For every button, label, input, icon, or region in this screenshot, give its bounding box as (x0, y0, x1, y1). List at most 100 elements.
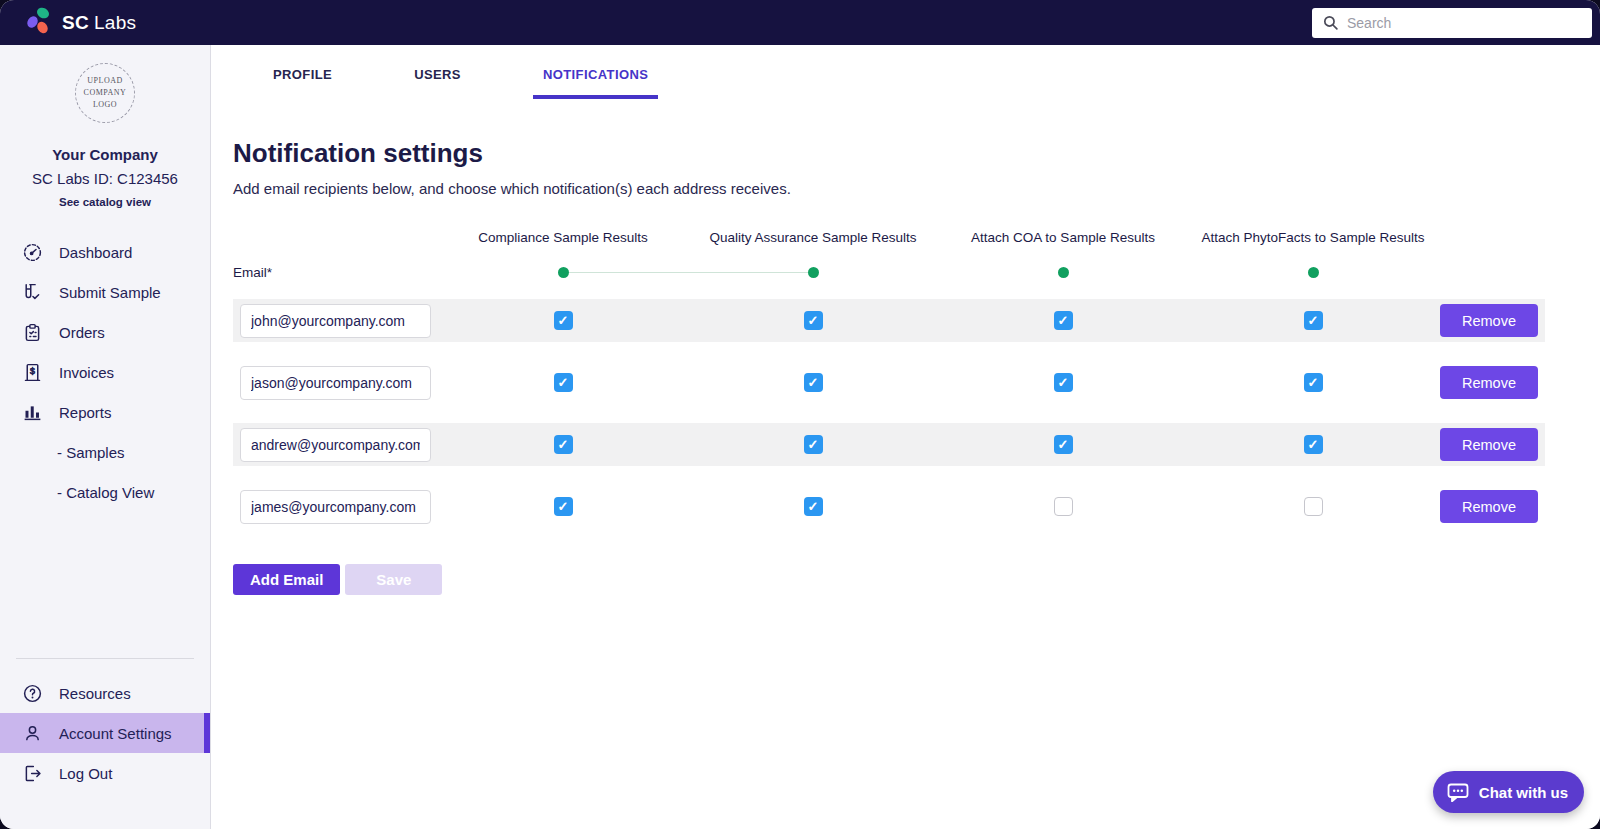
remove-button[interactable]: Remove (1440, 490, 1538, 523)
notification-checkbox[interactable] (1304, 497, 1323, 516)
search-box[interactable] (1312, 8, 1592, 38)
sidebar-item-label: Resources (59, 685, 131, 702)
sidebar-item-log-out[interactable]: Log Out (0, 753, 210, 793)
sidebar-item-label: Orders (59, 324, 105, 341)
column-header: Quality Assurance Sample Results (688, 230, 938, 259)
invoices-icon: $ (22, 362, 43, 383)
svg-text:$: $ (30, 365, 35, 375)
email-row: Remove (233, 299, 1545, 342)
upload-company-logo-label: UPLOAD COMPANY LOGO (82, 75, 128, 111)
sidebar-item-label: Reports (59, 404, 112, 421)
email-input[interactable] (240, 366, 431, 400)
remove-button[interactable]: Remove (1440, 428, 1538, 461)
company-id: SC Labs ID: C123456 (0, 170, 210, 187)
add-email-button[interactable]: Add Email (233, 564, 340, 595)
notification-checkbox[interactable] (1054, 373, 1073, 392)
email-row: Remove (233, 423, 1545, 466)
notification-checkbox[interactable] (554, 497, 573, 516)
notification-table: Compliance Sample Results Quality Assura… (233, 230, 1545, 595)
toggle-all-dot[interactable] (1058, 267, 1069, 278)
email-row: Remove (233, 361, 1545, 404)
sidebar-item-label: Account Settings (59, 725, 172, 742)
sidebar-item-catalog-view[interactable]: - Catalog View (0, 472, 210, 512)
upload-company-logo-button[interactable]: UPLOAD COMPANY LOGO (75, 63, 135, 123)
see-catalog-view-link[interactable]: See catalog view (0, 196, 210, 208)
sidebar-item-invoices[interactable]: $ Invoices (0, 352, 210, 392)
remove-button[interactable]: Remove (1440, 366, 1538, 399)
notification-checkbox[interactable] (804, 435, 823, 454)
sidebar-item-dashboard[interactable]: Dashboard (0, 232, 210, 272)
toggle-all-dot[interactable] (558, 267, 569, 278)
submit-sample-icon (22, 282, 43, 303)
sidebar-divider (16, 658, 194, 659)
table-actions: Add Email Save (233, 564, 1545, 595)
tab-users[interactable]: USERS (404, 59, 471, 99)
notification-checkbox[interactable] (1054, 497, 1073, 516)
sidebar-item-samples[interactable]: - Samples (0, 432, 210, 472)
sidebar-bottom: Resources Account Settings (0, 658, 210, 829)
app-window: SCLabs UPLOAD COMPANY LOGO Your Company … (0, 0, 1600, 829)
sidebar-item-label: Log Out (59, 765, 112, 782)
tab-profile[interactable]: PROFILE (263, 59, 342, 99)
notification-checkbox[interactable] (804, 311, 823, 330)
sidebar-item-account-settings[interactable]: Account Settings (0, 713, 210, 753)
toggle-row: Email* (233, 259, 1545, 285)
orders-icon (22, 322, 43, 343)
notification-checkbox[interactable] (1304, 373, 1323, 392)
notification-checkbox[interactable] (554, 311, 573, 330)
remove-button[interactable]: Remove (1440, 304, 1538, 337)
sidebar-item-orders[interactable]: Orders (0, 312, 210, 352)
sidebar-subitem-label: - Catalog View (57, 484, 154, 501)
toggle-all-dot[interactable] (808, 267, 819, 278)
notification-checkbox[interactable] (1304, 435, 1323, 454)
brand-name: SCLabs (62, 12, 136, 34)
column-header: Attach PhytoFacts to Sample Results (1188, 230, 1438, 259)
email-input[interactable] (240, 428, 431, 462)
search-icon (1322, 14, 1339, 31)
column-header: Compliance Sample Results (438, 230, 688, 259)
sidebar-item-resources[interactable]: Resources (0, 673, 210, 713)
save-button[interactable]: Save (345, 564, 442, 595)
sidebar-item-label: Invoices (59, 364, 114, 381)
chat-bubble-icon (1445, 780, 1471, 804)
notification-checkbox[interactable] (1304, 311, 1323, 330)
sidebar-subitem-label: - Samples (57, 444, 125, 461)
account-icon (22, 723, 43, 744)
resources-icon (22, 683, 43, 704)
email-row: Remove (233, 485, 1545, 528)
page-title: Notification settings (233, 138, 1600, 169)
email-input[interactable] (240, 304, 431, 338)
table-header: Compliance Sample Results Quality Assura… (233, 230, 1545, 259)
toggle-all-dot[interactable] (1308, 267, 1319, 278)
logout-icon (22, 763, 43, 784)
notification-checkbox[interactable] (804, 373, 823, 392)
notification-checkbox[interactable] (554, 373, 573, 392)
tab-notifications[interactable]: NOTIFICATIONS (533, 59, 658, 99)
sc-labs-logo-icon (26, 6, 53, 39)
notification-checkbox[interactable] (804, 497, 823, 516)
reports-icon (22, 402, 43, 423)
company-name: Your Company (0, 146, 210, 163)
brand-logo[interactable]: SCLabs (26, 6, 136, 39)
notification-checkbox[interactable] (1054, 311, 1073, 330)
sidebar-nav: Dashboard Submit Sample (0, 232, 210, 512)
sidebar-item-reports[interactable]: Reports (0, 392, 210, 432)
page-subtitle: Add email recipients below, and choose w… (233, 180, 1600, 197)
dot-connector (563, 272, 813, 273)
sidebar: UPLOAD COMPANY LOGO Your Company SC Labs… (0, 45, 211, 829)
tab-bar: PROFILE USERS NOTIFICATIONS (263, 59, 1600, 99)
sidebar-item-label: Dashboard (59, 244, 132, 261)
sidebar-item-submit-sample[interactable]: Submit Sample (0, 272, 210, 312)
chat-with-us-button[interactable]: Chat with us (1433, 771, 1584, 813)
email-rows: Remove Remove Remove (233, 299, 1545, 528)
main-content: PROFILE USERS NOTIFICATIONS Notification… (211, 45, 1600, 829)
search-input[interactable] (1347, 15, 1582, 31)
top-bar: SCLabs (0, 0, 1600, 45)
notification-checkbox[interactable] (554, 435, 573, 454)
email-input[interactable] (240, 490, 431, 524)
sidebar-item-label: Submit Sample (59, 284, 161, 301)
chat-label: Chat with us (1479, 784, 1568, 801)
email-column-label: Email* (233, 265, 438, 280)
notification-checkbox[interactable] (1054, 435, 1073, 454)
dashboard-icon (22, 242, 43, 263)
